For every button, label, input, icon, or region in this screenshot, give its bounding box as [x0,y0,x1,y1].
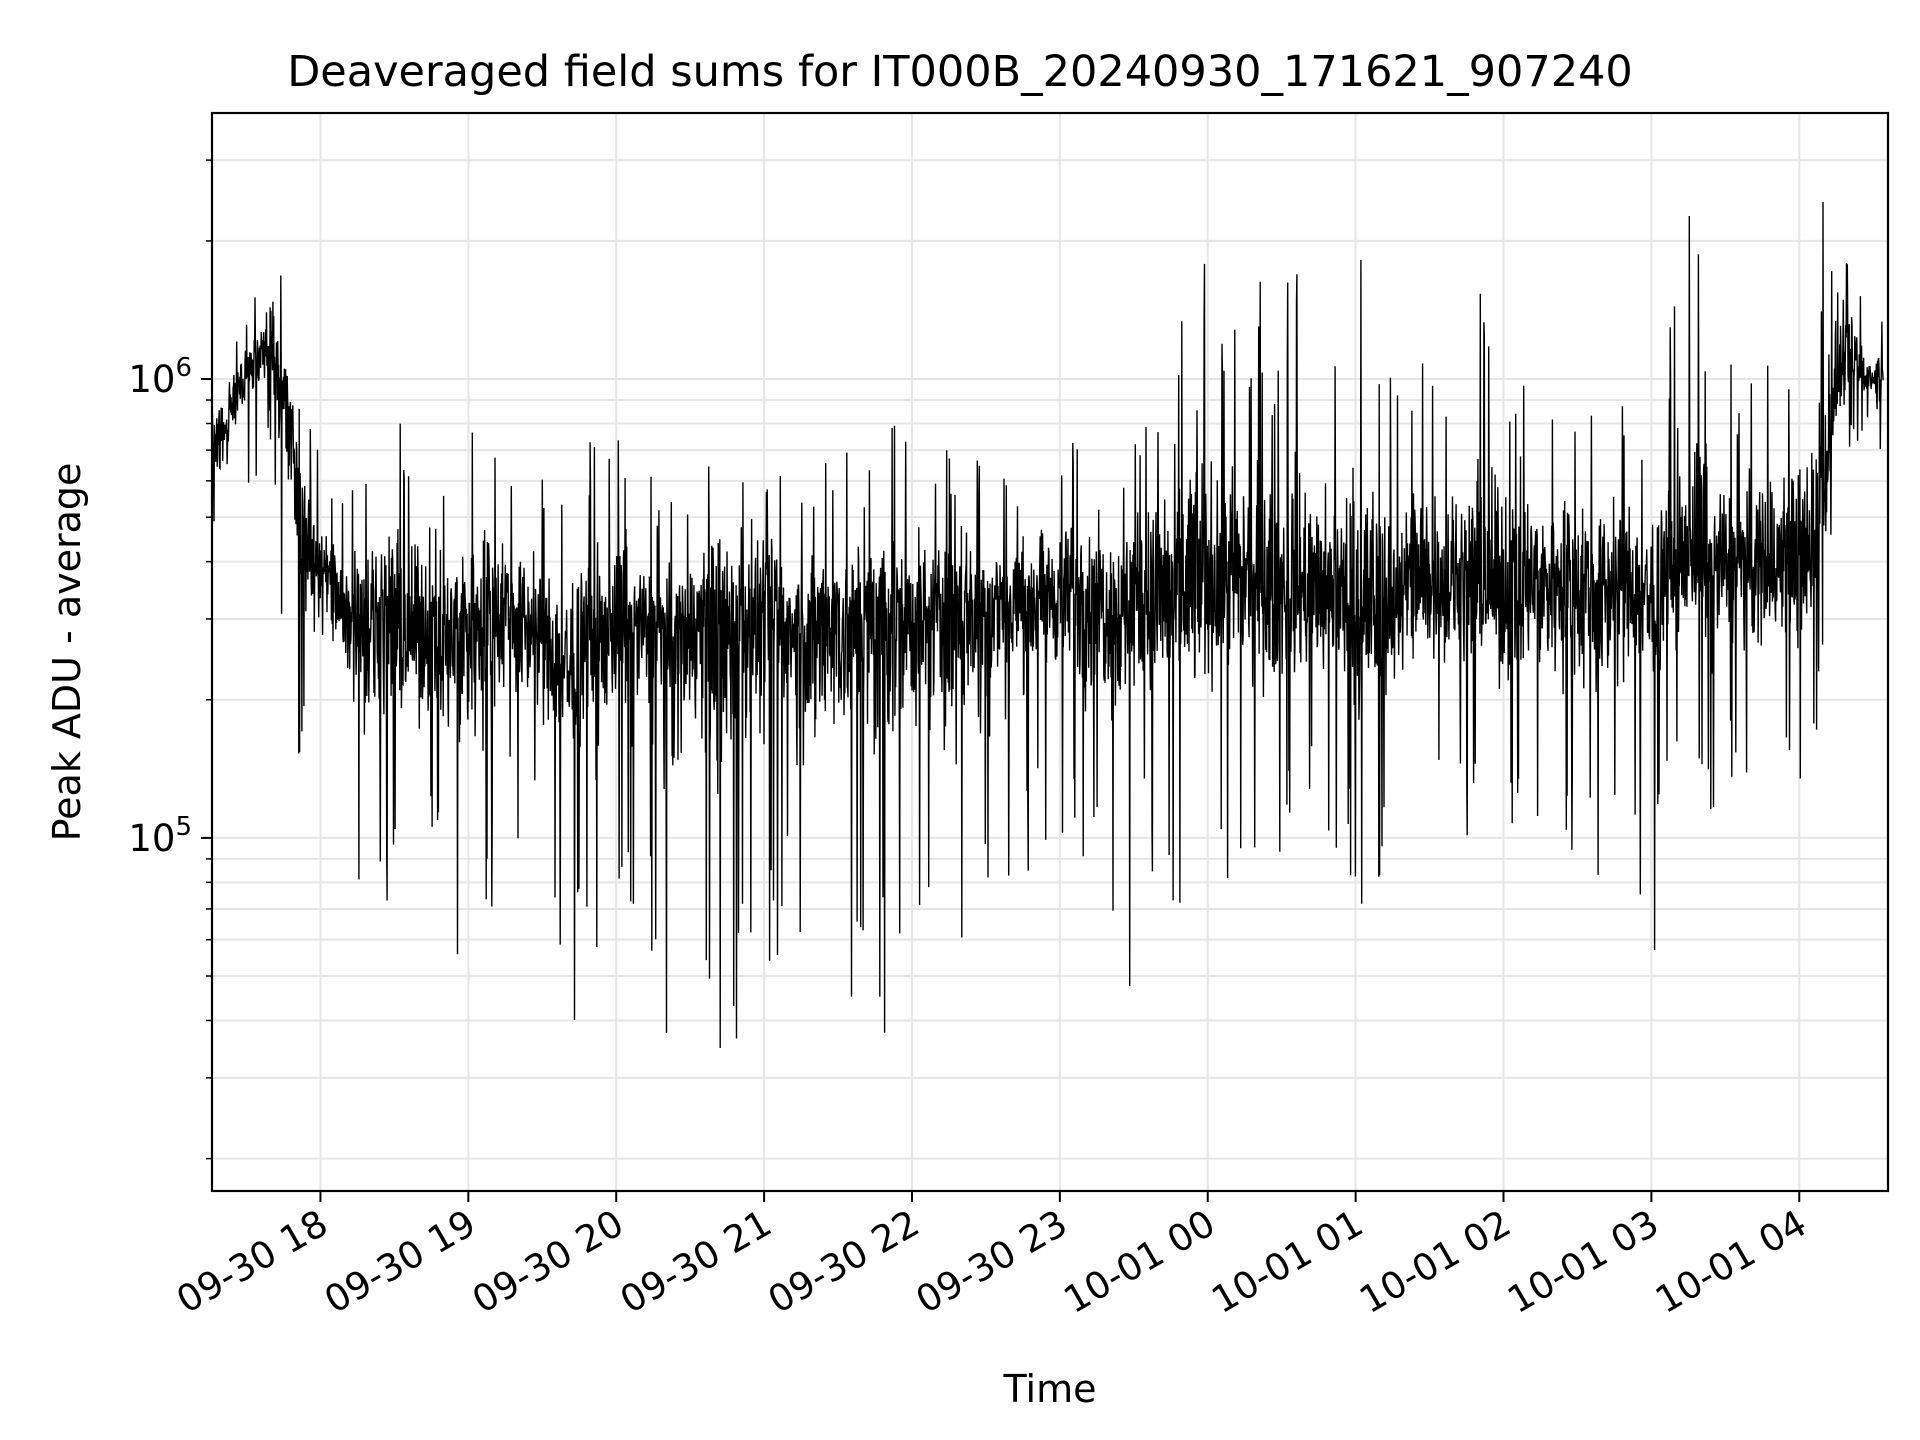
plot-frame [210,111,1890,1193]
x-axis-label: Time [1003,1367,1097,1411]
y-tick-label: 105 [128,812,192,860]
y-axis-label: Peak ADU - average [45,463,89,842]
chart-title: Deaveraged field sums for IT000B_2024093… [287,47,1633,97]
y-axis: 105 106 [128,159,212,1160]
plot-area [212,201,1884,1049]
series-line [212,201,1884,1049]
y-tick-label: 106 [128,353,192,401]
